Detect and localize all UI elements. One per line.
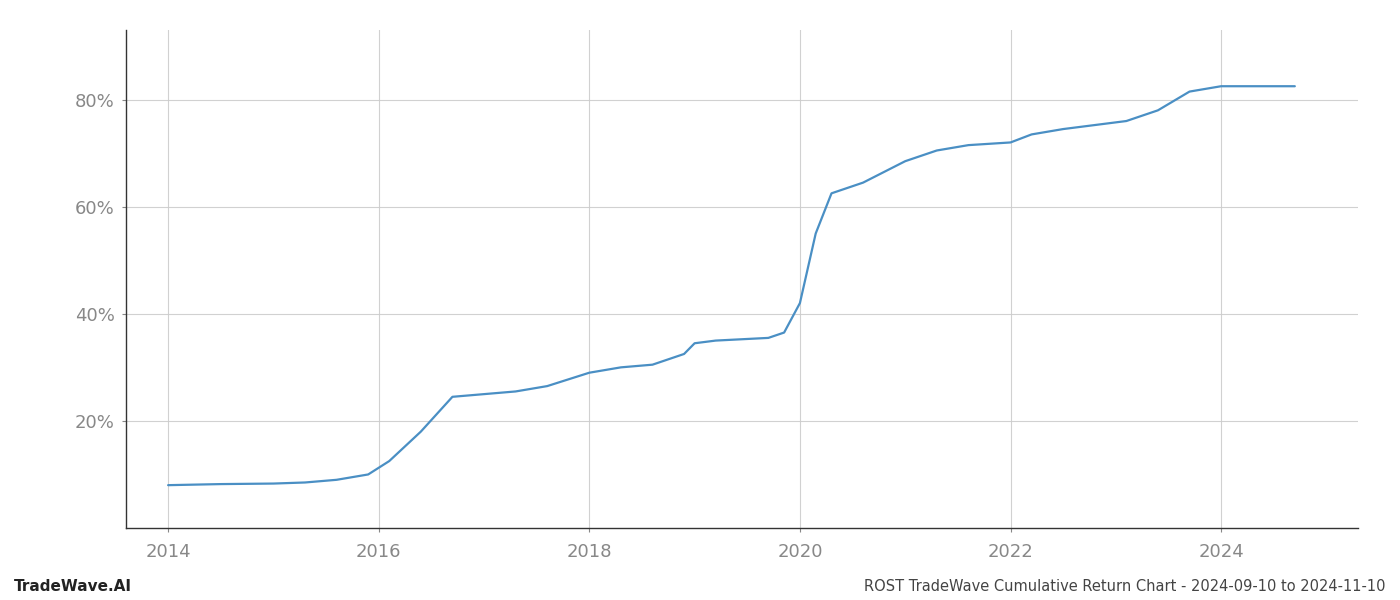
Text: TradeWave.AI: TradeWave.AI [14, 579, 132, 594]
Text: ROST TradeWave Cumulative Return Chart - 2024-09-10 to 2024-11-10: ROST TradeWave Cumulative Return Chart -… [865, 579, 1386, 594]
